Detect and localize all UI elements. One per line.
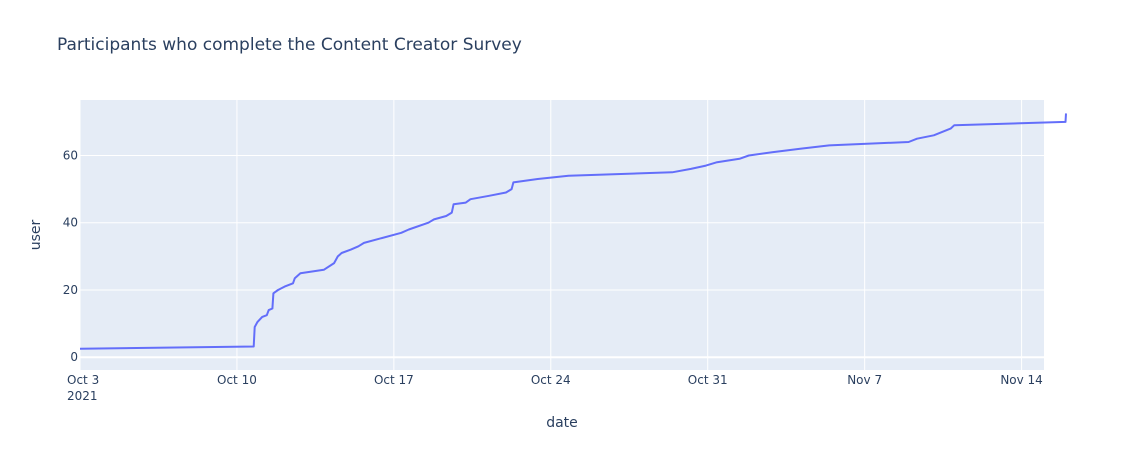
series-group xyxy=(79,113,1067,350)
y-tick-label: 20 xyxy=(63,283,78,297)
gridlines xyxy=(79,100,1044,370)
chart-title: Participants who complete the Content Cr… xyxy=(57,35,522,55)
x-tick-year-label: 2021 xyxy=(67,389,98,403)
plot-area xyxy=(80,100,1044,370)
x-tick-label: Oct 10 xyxy=(217,373,257,387)
x-axis-ticks: Oct 3 2021 Oct 10 Oct 17 Oct 24 Oct 31 Nov 7 No… xyxy=(67,373,1043,403)
x-tick-label: Oct 31 xyxy=(688,373,728,387)
y-tick-label: 60 xyxy=(63,148,78,162)
x-tick-label: Nov 7 xyxy=(847,373,882,387)
y-tick-label: 0 xyxy=(70,350,78,364)
series-line xyxy=(79,113,1067,350)
x-tick-label: Oct 17 xyxy=(374,373,414,387)
y-axis-ticks: 0 20 40 60 xyxy=(63,148,78,364)
x-tick-label: Oct 3 xyxy=(67,373,99,387)
y-tick-label: 40 xyxy=(63,216,78,230)
x-tick-label: Nov 14 xyxy=(1000,373,1043,387)
x-axis-label: date xyxy=(546,415,578,431)
y-axis-label: user xyxy=(28,219,44,250)
x-tick-label: Oct 24 xyxy=(531,373,571,387)
